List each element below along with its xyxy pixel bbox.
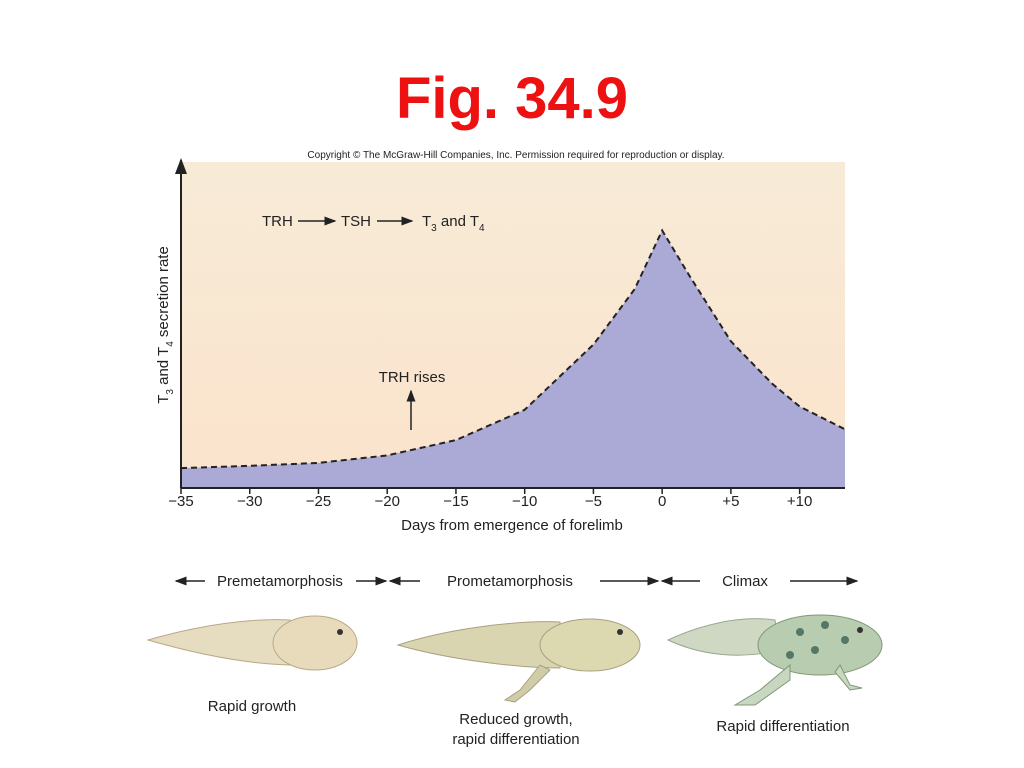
curve — [180, 228, 846, 470]
x-tick-label: −15 — [443, 493, 468, 510]
chain-text: T3 and T4 — [422, 213, 485, 234]
caption: Rapid differentiation — [716, 718, 849, 735]
x-tick-label: −20 — [374, 493, 399, 510]
plot — [180, 228, 846, 488]
chain-text: TRH — [262, 213, 293, 230]
tadpole-2 — [396, 618, 641, 703]
x-tick-label: −10 — [512, 493, 537, 510]
chain-part: T — [422, 213, 431, 230]
x-tick-label: 0 — [658, 493, 666, 510]
caption: Rapid growth — [208, 698, 296, 715]
chain-part: and T — [437, 213, 479, 230]
y-label-part: and T — [155, 347, 172, 389]
tadpole-1 — [146, 615, 358, 671]
chain-sub: 4 — [479, 223, 485, 234]
stage-label: Prometamorphosis — [447, 573, 573, 590]
slide-title: Fig. 34.9 — [396, 66, 628, 131]
x-tick-label: −25 — [306, 493, 331, 510]
x-tick-label: −30 — [237, 493, 262, 510]
chain-sub: 3 — [431, 223, 437, 234]
tadpole-3 — [666, 614, 883, 706]
copyright: Copyright © The McGraw-Hill Companies, I… — [307, 150, 724, 161]
x-tick-label: −5 — [585, 493, 602, 510]
y-label-part: secretion rate — [155, 246, 172, 341]
area — [181, 230, 845, 488]
annotation: TRH rises — [379, 369, 446, 386]
x-axis-label: Days from emergence of forelimb — [401, 517, 623, 534]
caption: Reduced growth, — [459, 711, 572, 728]
stage-label: Climax — [722, 573, 768, 590]
y-label-part: T — [155, 395, 172, 404]
chain-text: TSH — [341, 213, 371, 230]
stage-label: Premetamorphosis — [217, 573, 343, 590]
x-tick-label: −35 — [168, 493, 193, 510]
y-label-sub: 3 — [165, 389, 176, 395]
x-tick-label: +10 — [787, 493, 812, 510]
y-label-sub: 4 — [165, 341, 176, 347]
caption: rapid differentiation — [452, 731, 579, 748]
x-tick-label: +5 — [722, 493, 739, 510]
y-axis-label: T3 and T4 secretion rate — [155, 246, 176, 404]
